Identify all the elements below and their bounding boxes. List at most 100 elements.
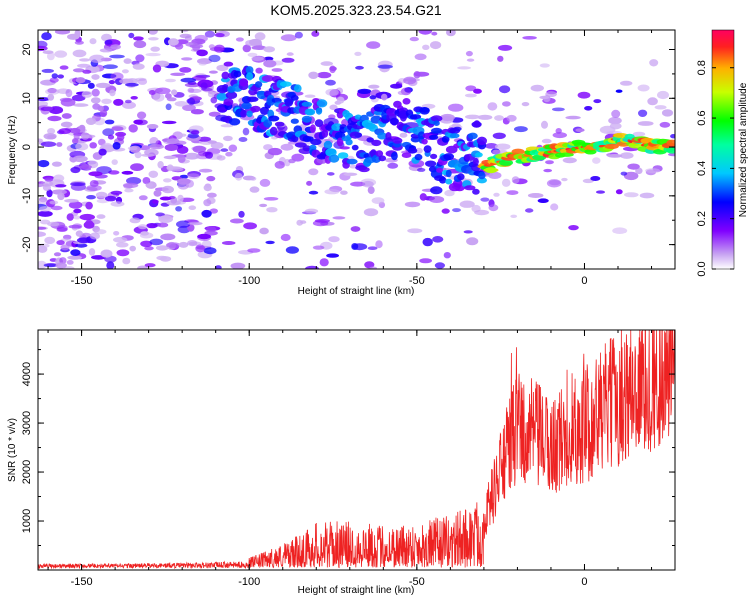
heat-blob [467, 132, 478, 140]
colorbar-ticks: 0.0 0.2 0.4 0.6 0.8 [696, 60, 734, 277]
heat-blob [174, 101, 188, 107]
heat-blob [134, 151, 142, 159]
heat-blob [337, 152, 349, 159]
heat-blob [466, 237, 479, 246]
heat-blob [501, 178, 511, 187]
snr-ticks: -150 -100 -50 0 1000 2000 3000 4000 [21, 330, 675, 588]
heat-blob [263, 59, 277, 68]
heat-blob [546, 179, 562, 188]
heat-blob [355, 65, 364, 70]
heat-blob [510, 214, 518, 218]
spectrogram-ylabel: Frequency (Hz) [7, 116, 18, 185]
heat-blob [175, 206, 183, 212]
heat-blob [152, 199, 159, 204]
heat-blob [205, 151, 213, 159]
heat-blob [97, 105, 104, 112]
heat-blob [155, 245, 169, 251]
heat-blob [381, 93, 388, 101]
heat-blob [323, 140, 333, 149]
heat-blob [38, 210, 53, 217]
heat-blob [159, 256, 172, 262]
snr-xlabel: Height of straight line (km) [298, 585, 415, 596]
heat-blob [221, 71, 230, 80]
heat-blob [552, 107, 565, 112]
heat-blob [200, 82, 208, 90]
heat-blob [77, 63, 91, 68]
heat-blob [357, 88, 372, 94]
heat-blob [604, 143, 619, 149]
heat-blob [230, 262, 246, 269]
heat-blob [637, 84, 650, 92]
heat-blob [80, 132, 90, 140]
heat-blob [250, 105, 261, 113]
heat-blob [51, 161, 62, 167]
heat-blob [249, 38, 262, 46]
heat-blob [366, 41, 381, 49]
heat-blob [138, 224, 148, 230]
heat-blob [64, 198, 79, 203]
heat-blob [475, 152, 483, 158]
heat-blob [398, 110, 409, 119]
y-tick-label: 0 [21, 144, 33, 150]
heat-blob [430, 127, 443, 134]
heat-blob [487, 102, 498, 111]
heat-blob [611, 109, 621, 118]
heat-blob [79, 164, 92, 170]
heat-blob [104, 119, 115, 125]
snr-frame [37, 329, 676, 571]
heat-blob [161, 185, 174, 194]
heat-blob [242, 127, 250, 136]
heat-blob [261, 75, 274, 82]
heat-blob [263, 56, 274, 61]
heat-blob [75, 142, 89, 151]
heat-blob [575, 128, 585, 133]
heat-blob [220, 124, 234, 128]
y-tick-label: 20 [21, 43, 33, 55]
heat-blob [612, 227, 628, 234]
heat-blob [308, 71, 319, 80]
heat-blob [550, 203, 559, 211]
heat-blob [472, 157, 479, 166]
heat-blob [452, 208, 461, 213]
heat-blob [430, 153, 438, 159]
heat-blob [159, 196, 172, 201]
heat-blob [637, 121, 654, 126]
heat-blob [301, 115, 312, 123]
heat-blob [407, 147, 418, 154]
heat-blob [288, 158, 296, 164]
heat-blob [55, 262, 67, 269]
heat-blob [121, 69, 129, 74]
heat-blob [444, 189, 455, 197]
heat-blob [465, 114, 480, 120]
heat-blob [122, 101, 136, 109]
heat-blob [351, 144, 359, 151]
heat-blob [350, 181, 366, 187]
heat-blob [225, 91, 238, 99]
heat-blob [104, 39, 113, 45]
heat-blob [436, 167, 444, 173]
heat-blob [250, 176, 257, 181]
heat-blob [238, 210, 245, 218]
heat-blob [402, 98, 411, 105]
heat-blob [38, 160, 50, 168]
heat-blob [339, 146, 351, 150]
heat-blob [155, 212, 165, 217]
heat-blob [463, 230, 473, 234]
heat-blob [429, 196, 445, 203]
heat-blob [70, 249, 81, 256]
heat-blob [128, 124, 138, 133]
heat-blob [165, 78, 176, 83]
x-tick-label: -150 [71, 576, 93, 588]
heat-blob [238, 137, 248, 142]
heat-blob [89, 142, 97, 149]
heat-blob [620, 80, 633, 86]
heat-blob [312, 220, 329, 227]
heat-blob [417, 167, 426, 172]
heat-blob [439, 176, 447, 184]
heat-blob [415, 147, 423, 154]
heat-blob [116, 249, 130, 257]
heat-blob [60, 244, 70, 251]
heat-blob [137, 78, 148, 85]
heat-blob [377, 64, 393, 69]
y-tick-label: 2000 [21, 460, 33, 484]
